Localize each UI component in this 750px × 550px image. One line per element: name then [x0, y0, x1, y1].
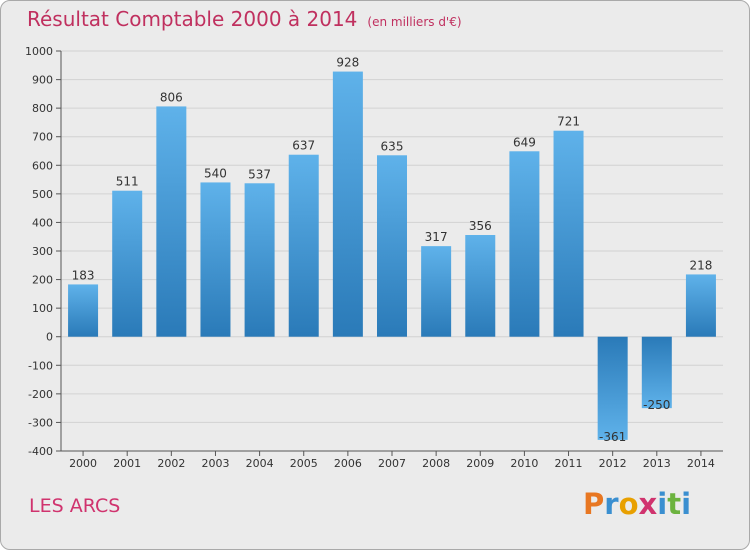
- bar: [377, 155, 407, 337]
- logo-letter: r: [604, 487, 619, 521]
- bar: [332, 71, 363, 337]
- logo-letter: x: [638, 487, 658, 521]
- y-tick-label: 300: [32, 245, 53, 258]
- bar: [641, 336, 672, 409]
- data-label: 635: [381, 139, 404, 153]
- y-tick-label: 200: [32, 274, 53, 287]
- y-tick-label: 100: [32, 302, 53, 315]
- value-labels: 183 511 806 540 537 637 928 635 317 356 649 721 -361…: [72, 56, 713, 444]
- data-label: 183: [72, 268, 95, 282]
- y-tick-label: 700: [32, 131, 53, 144]
- y-axis-ticks: 10009008007006005004003002001000-100-200…: [25, 45, 61, 458]
- y-tick-label: -300: [28, 416, 53, 429]
- bar: [200, 182, 231, 337]
- bars: [68, 71, 716, 440]
- bar: [685, 274, 716, 337]
- y-tick-label: 500: [32, 188, 53, 201]
- data-label: 721: [557, 115, 580, 129]
- chart-title-text: Résultat Comptable 2000 à 2014: [27, 7, 358, 31]
- data-label: 511: [116, 175, 139, 189]
- x-tick-label: 2013: [643, 457, 671, 470]
- x-tick-label: 2002: [157, 457, 185, 470]
- data-label: 218: [689, 258, 712, 272]
- bar: [553, 130, 584, 337]
- chart-title: Résultat Comptable 2000 à 2014 (en millie…: [27, 7, 462, 31]
- data-label: 649: [513, 135, 536, 149]
- x-tick-label: 2010: [510, 457, 538, 470]
- location-label: LES ARCS: [29, 495, 121, 517]
- bar: [68, 284, 99, 337]
- x-tick-label: 2006: [334, 457, 362, 470]
- x-tick-label: 2000: [69, 457, 97, 470]
- logo-letter: t: [667, 487, 682, 521]
- bar: [156, 106, 187, 337]
- data-label: 928: [336, 56, 359, 70]
- data-label: 317: [425, 230, 448, 244]
- x-tick-label: 2003: [201, 457, 229, 470]
- y-tick-label: -200: [28, 388, 53, 401]
- x-tick-label: 2001: [113, 457, 141, 470]
- y-tick-label: -400: [28, 445, 53, 458]
- logo-letter: P: [583, 487, 605, 521]
- y-tick-label: 900: [32, 74, 53, 87]
- x-tick-label: 2005: [290, 457, 318, 470]
- bar: [509, 151, 540, 337]
- x-tick-label: 2004: [246, 457, 274, 470]
- bar: [112, 190, 143, 337]
- y-tick-label: 0: [46, 331, 53, 344]
- bar: [597, 336, 628, 440]
- data-label: 356: [469, 219, 492, 233]
- x-tick-label: 2011: [555, 457, 583, 470]
- proxiti-logo: Proxiti: [583, 487, 691, 521]
- x-tick-label: 2014: [687, 457, 715, 470]
- y-tick-label: 600: [32, 159, 53, 172]
- x-tick-label: 2009: [466, 457, 494, 470]
- y-tick-label: 400: [32, 216, 53, 229]
- axes: [60, 51, 723, 452]
- data-label: -250: [643, 398, 670, 412]
- bar: [288, 154, 319, 337]
- bar: [421, 246, 452, 337]
- data-label: 637: [292, 139, 315, 153]
- data-label: 806: [160, 90, 183, 104]
- logo-letter: o: [618, 487, 639, 521]
- x-tick-label: 2012: [599, 457, 627, 470]
- bar: [465, 235, 496, 337]
- x-axis-ticks: 2000 2001 2002 2003 2004 2005 2006 2007 2008 2009…: [69, 451, 715, 470]
- y-tick-label: 800: [32, 102, 53, 115]
- data-label: -361: [599, 430, 626, 444]
- bar: [244, 183, 275, 337]
- data-label: 540: [204, 166, 227, 180]
- y-tick-label: 1000: [25, 45, 53, 58]
- chart-unit: (en milliers d'€): [367, 15, 462, 29]
- logo-letter: i: [657, 487, 668, 521]
- logo-letter: i: [681, 487, 692, 521]
- y-tick-label: -100: [28, 359, 53, 372]
- x-tick-label: 2007: [378, 457, 406, 470]
- x-tick-label: 2008: [422, 457, 450, 470]
- data-label: 537: [248, 167, 271, 181]
